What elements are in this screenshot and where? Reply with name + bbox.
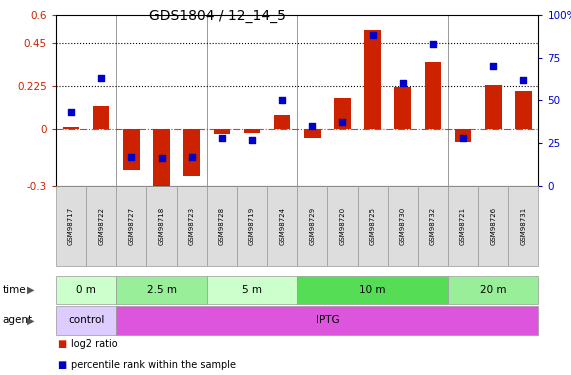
Bar bbox=[364, 30, 381, 129]
Bar bbox=[334, 98, 351, 129]
Text: GSM98730: GSM98730 bbox=[400, 207, 406, 245]
Text: 5 m: 5 m bbox=[242, 285, 262, 295]
Bar bbox=[183, 129, 200, 176]
Text: GSM98717: GSM98717 bbox=[68, 207, 74, 245]
Text: 0 m: 0 m bbox=[76, 285, 96, 295]
Point bbox=[489, 63, 498, 69]
Text: GSM98719: GSM98719 bbox=[249, 207, 255, 245]
Point bbox=[187, 154, 196, 160]
Text: GSM98731: GSM98731 bbox=[520, 207, 526, 245]
Bar bbox=[425, 62, 441, 129]
Text: GSM98722: GSM98722 bbox=[98, 207, 104, 245]
Bar bbox=[455, 129, 471, 142]
Text: GSM98727: GSM98727 bbox=[128, 207, 134, 245]
Text: GSM98732: GSM98732 bbox=[430, 207, 436, 245]
Point bbox=[308, 123, 317, 129]
Point bbox=[428, 41, 437, 47]
Text: GSM98724: GSM98724 bbox=[279, 207, 285, 245]
Bar bbox=[395, 87, 411, 129]
Text: GSM98728: GSM98728 bbox=[219, 207, 225, 245]
Point bbox=[278, 98, 287, 104]
Text: 20 m: 20 m bbox=[480, 285, 506, 295]
Bar bbox=[123, 129, 140, 171]
Text: GSM98726: GSM98726 bbox=[490, 207, 496, 245]
Point bbox=[459, 135, 468, 141]
Text: time: time bbox=[3, 285, 26, 295]
Text: ▶: ▶ bbox=[26, 285, 34, 295]
Bar bbox=[214, 129, 230, 135]
Bar bbox=[304, 129, 320, 138]
Point bbox=[398, 80, 407, 86]
Text: ■: ■ bbox=[57, 360, 66, 370]
Text: ■: ■ bbox=[57, 339, 66, 350]
Text: GSM98718: GSM98718 bbox=[159, 207, 164, 245]
Text: ▶: ▶ bbox=[26, 315, 34, 326]
Bar bbox=[274, 116, 291, 129]
Text: GSM98723: GSM98723 bbox=[188, 207, 195, 245]
Text: percentile rank within the sample: percentile rank within the sample bbox=[71, 360, 236, 370]
Point bbox=[368, 33, 377, 39]
Bar bbox=[63, 127, 79, 129]
Text: GSM98721: GSM98721 bbox=[460, 207, 466, 245]
Point bbox=[127, 154, 136, 160]
Text: GDS1804 / 12_14_5: GDS1804 / 12_14_5 bbox=[148, 9, 286, 23]
Text: control: control bbox=[68, 315, 104, 326]
Text: agent: agent bbox=[3, 315, 33, 326]
Bar bbox=[485, 85, 501, 129]
Point bbox=[217, 135, 226, 141]
Text: GSM98725: GSM98725 bbox=[369, 207, 376, 245]
Text: IPTG: IPTG bbox=[316, 315, 339, 326]
Bar bbox=[153, 129, 170, 188]
Text: log2 ratio: log2 ratio bbox=[71, 339, 118, 350]
Bar bbox=[244, 129, 260, 132]
Bar bbox=[515, 91, 532, 129]
Text: 2.5 m: 2.5 m bbox=[147, 285, 176, 295]
Point bbox=[519, 77, 528, 83]
Point bbox=[338, 120, 347, 126]
Point bbox=[247, 136, 256, 142]
Text: 10 m: 10 m bbox=[359, 285, 386, 295]
Bar bbox=[93, 106, 110, 129]
Point bbox=[66, 109, 75, 115]
Point bbox=[96, 75, 106, 81]
Point bbox=[157, 155, 166, 161]
Text: GSM98729: GSM98729 bbox=[309, 207, 315, 245]
Text: GSM98720: GSM98720 bbox=[339, 207, 345, 245]
